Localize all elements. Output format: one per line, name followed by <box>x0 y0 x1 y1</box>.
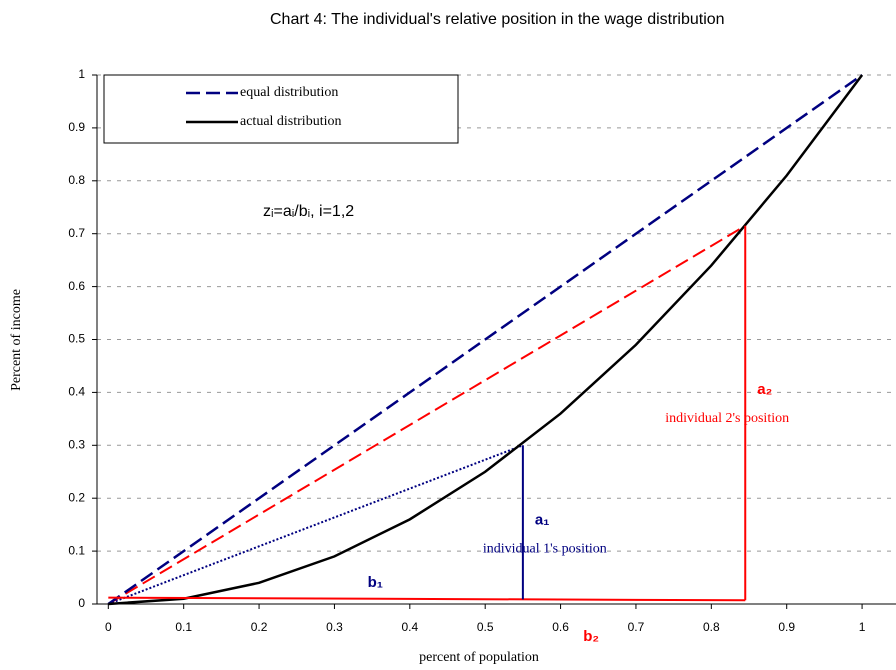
legend-label: actual distribution <box>240 114 341 129</box>
a-label: a₁ <box>535 511 550 528</box>
x-tick-label: 0.6 <box>552 620 569 634</box>
y-tick-label: 0.5 <box>68 332 85 346</box>
y-axis-label: Percent of income <box>9 289 24 391</box>
b-label: b₁ <box>368 574 383 591</box>
y-tick-label: 0.2 <box>68 490 85 504</box>
x-tick-label: 0.3 <box>326 620 343 634</box>
series-line <box>107 73 863 606</box>
y-tick-label: 0.1 <box>68 543 85 557</box>
b-label: b₂ <box>583 628 599 645</box>
chart-title: Chart 4: The individual's relative posit… <box>270 11 725 28</box>
y-tick-label: 0.3 <box>68 437 85 451</box>
series-line <box>108 74 864 606</box>
a-label: a₂ <box>757 381 772 398</box>
position-label: individual 2's position <box>665 411 789 426</box>
y-tick-label: 0 <box>78 596 85 610</box>
formula: zᵢ=aᵢ/bᵢ, i=1,2 <box>263 203 354 220</box>
chord <box>107 444 524 605</box>
y-tick-label: 0.8 <box>68 173 85 187</box>
legend-label: equal distribution <box>240 85 338 100</box>
x-tick-label: 0.4 <box>401 620 418 634</box>
x-tick-label: 0 <box>105 620 112 634</box>
y-tick-label: 0.4 <box>68 385 85 399</box>
chord <box>107 224 746 605</box>
x-axis-label: percent of population <box>419 650 539 665</box>
x-tick-label: 0.8 <box>703 620 720 634</box>
x-tick-label: 0.2 <box>251 620 268 634</box>
position-label: individual 1's position <box>483 542 607 557</box>
legend-box <box>103 74 459 144</box>
x-tick-label: 0.1 <box>175 620 192 634</box>
y-tick-label: 0.6 <box>68 279 85 293</box>
y-tick-label: 1 <box>78 67 85 81</box>
x-tick-label: 1 <box>859 620 866 634</box>
y-tick-label: 0.9 <box>68 120 85 134</box>
baseline <box>108 596 746 602</box>
x-tick-label: 0.9 <box>778 620 795 634</box>
x-tick-label: 0.5 <box>477 620 494 634</box>
x-tick-label: 0.7 <box>628 620 645 634</box>
y-tick-label: 0.7 <box>68 226 85 240</box>
